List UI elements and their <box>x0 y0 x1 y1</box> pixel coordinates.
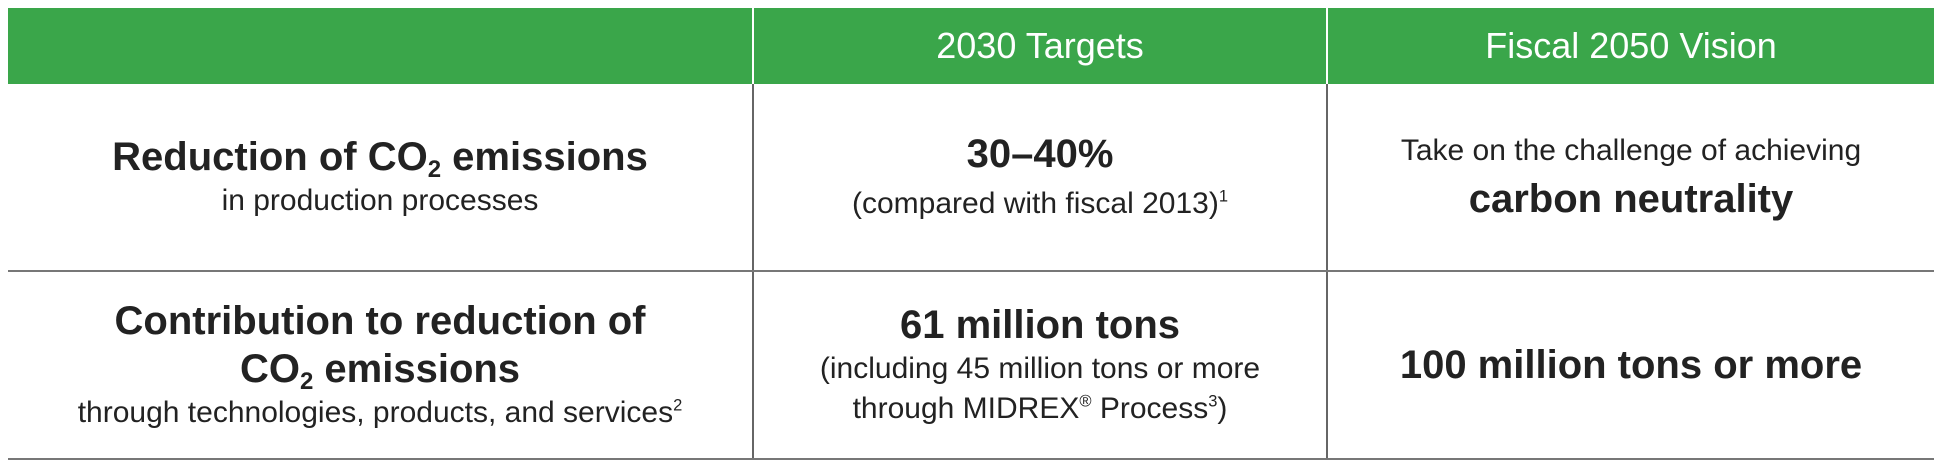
row1-target-note: (compared with fiscal 2013)1 <box>851 187 1228 220</box>
row2-target-value: 61 million tons <box>899 303 1181 347</box>
column-divider <box>752 84 754 460</box>
row1-vision-cell: Take on the challenge of achieving carbo… <box>1328 84 1934 270</box>
row2-target-note-line2: through MIDREX® Process3) <box>852 392 1228 425</box>
column-divider <box>1326 84 1328 460</box>
row-divider <box>8 270 1934 272</box>
row1-vision-line2: carbon neutrality <box>1468 177 1794 221</box>
row1-target-value: 30–40% <box>966 132 1114 176</box>
row1-target-cell: 30–40% (compared with fiscal 2013)1 <box>754 84 1326 270</box>
header-2030-targets: 2030 Targets <box>936 25 1144 66</box>
table-bottom-border <box>8 458 1934 460</box>
targets-table: 2030 Targets Fiscal 2050 Vision Reductio… <box>8 8 1934 460</box>
row1-label-subtitle: in production processes <box>221 184 539 217</box>
row2-label-cell: Contribution to reduction of CO2 emissio… <box>8 272 752 458</box>
row2-label-subtitle: through technologies, products, and serv… <box>77 396 683 429</box>
footnote-marker: 1 <box>1218 187 1228 206</box>
registered-mark: ® <box>1079 392 1092 411</box>
table-header: 2030 Targets Fiscal 2050 Vision <box>8 8 1934 84</box>
row2-target-note-line1: (including 45 million tons or more <box>819 352 1261 385</box>
row2-target-cell: 61 million tons (including 45 million to… <box>754 272 1326 458</box>
header-empty-cell <box>8 8 752 84</box>
footnote-marker: 3 <box>1208 392 1218 411</box>
header-divider <box>752 8 754 84</box>
footnote-marker: 2 <box>673 396 683 415</box>
row1-label-title: Reduction of CO2 emissions <box>112 135 648 184</box>
row2-label-title-line1: Contribution to reduction of <box>114 299 646 343</box>
header-divider <box>1326 8 1328 84</box>
row2-vision-value: 100 million tons or more <box>1399 343 1863 387</box>
row2-label-title-line2: CO2 emissions <box>239 347 521 396</box>
row2-vision-cell: 100 million tons or more <box>1328 272 1934 458</box>
row1-vision-line1: Take on the challenge of achieving <box>1400 134 1862 167</box>
header-2050-vision: Fiscal 2050 Vision <box>1485 25 1777 66</box>
row1-label-cell: Reduction of CO2 emissions in production… <box>8 84 752 270</box>
